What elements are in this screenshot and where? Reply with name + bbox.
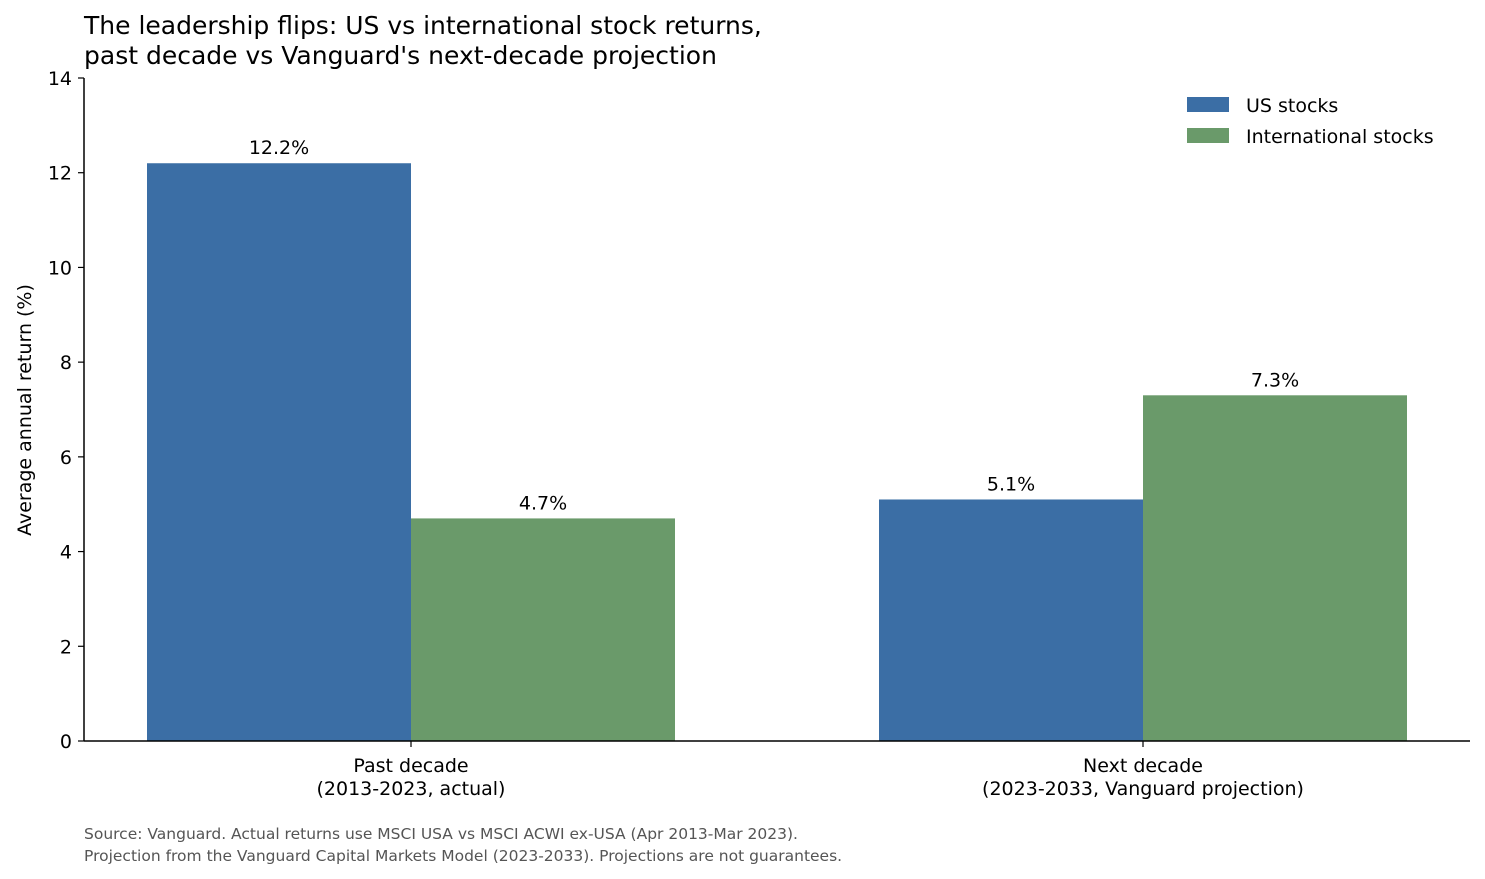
bars-layer (147, 163, 1407, 741)
y-tick-label-2: 2 (60, 636, 72, 658)
chart-title-line-1: The leadership flips: US vs internationa… (83, 11, 762, 40)
x-ticks-layer: Past decade(2013-2023, actual) Next decad… (317, 741, 1304, 800)
y-axis-label: Average annual return (%) (14, 284, 36, 536)
x-tick-label-1-line-1: (2023-2033, Vanguard projection) (982, 778, 1304, 800)
y-tick-label-10: 10 (48, 257, 72, 279)
bar-value-label-international-stocks-0: 4.7% (519, 492, 567, 514)
bar-us-stocks-1 (879, 499, 1143, 741)
bar-value-label-international-stocks-1: 7.3% (1251, 369, 1299, 391)
legend: US stocks International stocks (1187, 95, 1434, 148)
legend-label-us-stocks: US stocks (1246, 95, 1338, 117)
y-ticks-layer: 0 2 4 6 8 10 12 14 (48, 68, 84, 753)
x-tick-label-1-line-0: Next decade (1083, 755, 1203, 777)
y-tick-label-12: 12 (48, 163, 72, 185)
bar-international-stocks-1 (1143, 395, 1407, 741)
legend-swatch-international-stocks (1187, 128, 1229, 143)
source-note-line-2: Projection from the Vanguard Capital Mar… (84, 847, 842, 865)
legend-label-international-stocks: International stocks (1246, 126, 1434, 148)
y-tick-label-14: 14 (48, 68, 72, 90)
bar-labels-layer: 12.2% 5.1% 4.7% 7.3% (249, 137, 1299, 514)
chart-title-line-2: past decade vs Vanguard's next-decade pr… (84, 41, 717, 70)
source-note-line-1: Source: Vanguard. Actual returns use MSC… (84, 825, 798, 843)
x-tick-label-0-line-1: (2013-2023, actual) (317, 778, 506, 800)
y-tick-label-6: 6 (60, 447, 72, 469)
y-tick-label-4: 4 (60, 542, 72, 564)
bar-us-stocks-0 (147, 163, 411, 741)
y-tick-label-0: 0 (60, 731, 72, 753)
x-tick-label-0-line-0: Past decade (353, 755, 468, 777)
bar-value-label-us-stocks-0: 12.2% (249, 137, 309, 159)
bar-value-label-us-stocks-1: 5.1% (987, 473, 1035, 495)
y-tick-label-8: 8 (60, 352, 72, 374)
bar-international-stocks-0 (411, 518, 675, 741)
legend-swatch-us-stocks (1187, 97, 1229, 112)
